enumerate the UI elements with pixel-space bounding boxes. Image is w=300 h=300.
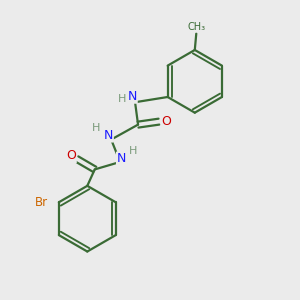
Text: H: H — [118, 94, 127, 104]
Text: N: N — [117, 152, 126, 166]
Text: O: O — [161, 115, 171, 128]
Text: H: H — [92, 123, 100, 133]
Text: Br: Br — [35, 196, 48, 209]
Text: CH₃: CH₃ — [187, 22, 205, 32]
Text: N: N — [128, 90, 137, 103]
Text: O: O — [66, 149, 76, 163]
Text: N: N — [103, 129, 113, 142]
Text: H: H — [128, 146, 137, 157]
